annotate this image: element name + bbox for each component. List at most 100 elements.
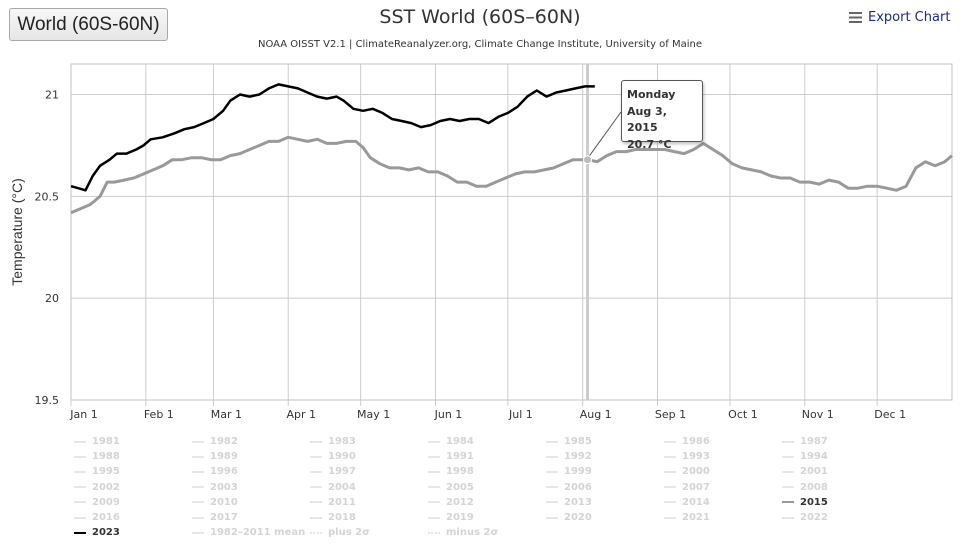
legend-item[interactable]: minus 2σ xyxy=(428,527,498,538)
legend-swatch xyxy=(310,440,322,443)
legend-item[interactable]: 2017 xyxy=(192,512,238,523)
legend-label: 1996 xyxy=(210,466,238,478)
legend-swatch xyxy=(546,501,558,504)
legend-item[interactable]: 2021 xyxy=(664,512,710,523)
legend-label: 2001 xyxy=(800,466,828,478)
legend-item[interactable]: 2003 xyxy=(192,482,238,493)
x-tick-label: Feb 1 xyxy=(144,408,174,421)
legend-label: 2018 xyxy=(328,512,356,523)
legend-item[interactable]: 2013 xyxy=(546,497,592,508)
legend-label: 2022 xyxy=(800,512,828,523)
legend-item[interactable]: 1984 xyxy=(428,436,474,447)
legend-item[interactable]: 2020 xyxy=(546,512,592,523)
legend-item[interactable]: 2019 xyxy=(428,512,474,523)
legend-item[interactable]: 1985 xyxy=(546,436,592,447)
tooltip-value: 20.7 °C xyxy=(627,137,672,151)
legend-item[interactable]: 1998 xyxy=(428,466,474,477)
highlight-point xyxy=(583,155,593,165)
legend-label: 2009 xyxy=(92,496,120,508)
legend-item[interactable]: 2002 xyxy=(74,482,120,493)
legend-swatch xyxy=(74,455,86,458)
legend-swatch xyxy=(310,486,322,489)
legend-item[interactable]: 2018 xyxy=(310,512,356,523)
legend-item[interactable]: 2001 xyxy=(782,466,828,477)
legend-label: 1997 xyxy=(328,466,356,478)
legend-swatch xyxy=(310,470,322,473)
legend-swatch xyxy=(782,440,794,443)
legend-item[interactable]: 2005 xyxy=(428,482,474,493)
x-tick-label: Mar 1 xyxy=(211,408,242,421)
legend-swatch xyxy=(192,470,204,473)
legend-item[interactable]: 1989 xyxy=(192,451,238,462)
legend-label: 2015 xyxy=(800,496,828,508)
chart-legend: 1981 1982 1983 1984 1985 1986 1987 1988 1989 1990… xyxy=(74,436,954,548)
legend-item[interactable]: 2009 xyxy=(74,497,120,508)
legend-swatch xyxy=(546,516,558,519)
legend-swatch xyxy=(664,455,676,458)
region-select-button[interactable]: World (60S-60N) xyxy=(9,8,168,41)
legend-label: 2006 xyxy=(564,481,592,493)
legend-item[interactable]: 2012 xyxy=(428,497,474,508)
legend-label: 1988 xyxy=(92,451,120,463)
legend-item[interactable]: 1994 xyxy=(782,451,828,462)
legend-label: 2020 xyxy=(564,512,592,523)
series-line-2015[interactable] xyxy=(70,135,953,215)
legend-swatch xyxy=(192,440,204,443)
legend-swatch xyxy=(74,486,86,489)
hover-tooltip: Monday Aug 3, 2015 20.7 °C xyxy=(621,80,703,151)
legend-item[interactable]: 1996 xyxy=(192,466,238,477)
legend-swatch xyxy=(546,486,558,489)
y-tick-label: 21 xyxy=(45,89,59,102)
legend-swatch xyxy=(428,455,440,458)
legend-label: 2017 xyxy=(210,512,238,523)
legend-label: 1987 xyxy=(800,436,828,447)
legend-item[interactable]: 1991 xyxy=(428,451,474,462)
legend-label: 1983 xyxy=(328,436,356,447)
legend-item[interactable]: 2006 xyxy=(546,482,592,493)
chart-plot[interactable]: 19.5 20 20.5 21 Jan 1 Feb 1 Mar 1 Apr 1 May 1 Ju… xyxy=(0,0,960,430)
legend-item[interactable]: 1993 xyxy=(664,451,710,462)
legend-item[interactable]: 1987 xyxy=(782,436,828,447)
legend-label: 2014 xyxy=(682,496,710,508)
series-line-2023[interactable] xyxy=(70,83,595,192)
legend-item[interactable]: 1982–2011 mean xyxy=(192,527,305,538)
legend-item[interactable]: 2007 xyxy=(664,482,710,493)
legend-item[interactable]: 2010 xyxy=(192,497,238,508)
legend-item[interactable]: 2016 xyxy=(74,512,120,523)
legend-item[interactable]: 1997 xyxy=(310,466,356,477)
x-tick-label: Aug 1 xyxy=(580,408,612,421)
legend-label: 1993 xyxy=(682,451,710,463)
legend-item[interactable]: 2008 xyxy=(782,482,828,493)
legend-item[interactable]: 2014 xyxy=(664,497,710,508)
legend-item[interactable]: 1990 xyxy=(310,451,356,462)
x-tick-label: Oct 1 xyxy=(728,408,758,421)
legend-item[interactable]: 1995 xyxy=(74,466,120,477)
legend-item[interactable]: 1988 xyxy=(74,451,120,462)
legend-item[interactable]: 2022 xyxy=(782,512,828,523)
legend-item[interactable]: plus 2σ xyxy=(310,527,370,538)
legend-swatch xyxy=(310,455,322,458)
legend-item[interactable]: 1981 xyxy=(74,436,120,447)
legend-item[interactable]: 1983 xyxy=(310,436,356,447)
legend-swatch xyxy=(782,470,794,473)
legend-swatch xyxy=(428,470,440,473)
legend-swatch xyxy=(74,531,86,534)
export-chart-button[interactable]: Export Chart xyxy=(849,10,950,25)
legend-swatch xyxy=(664,470,676,473)
legend-item[interactable]: 2015 xyxy=(782,497,828,508)
legend-item[interactable]: 2023 xyxy=(74,527,120,538)
x-tick-label: Nov 1 xyxy=(802,408,834,421)
legend-item[interactable]: 1982 xyxy=(192,436,238,447)
legend-swatch xyxy=(782,501,794,504)
legend-label: 1999 xyxy=(564,466,592,478)
legend-label: 2016 xyxy=(92,512,120,523)
legend-item[interactable]: 1999 xyxy=(546,466,592,477)
legend-item[interactable]: 1992 xyxy=(546,451,592,462)
legend-swatch xyxy=(782,455,794,458)
legend-swatch xyxy=(192,455,204,458)
legend-item[interactable]: 2011 xyxy=(310,497,356,508)
legend-item[interactable]: 2004 xyxy=(310,482,356,493)
legend-item[interactable]: 1986 xyxy=(664,436,710,447)
x-tick-label: Sep 1 xyxy=(655,408,686,421)
legend-item[interactable]: 2000 xyxy=(664,466,710,477)
